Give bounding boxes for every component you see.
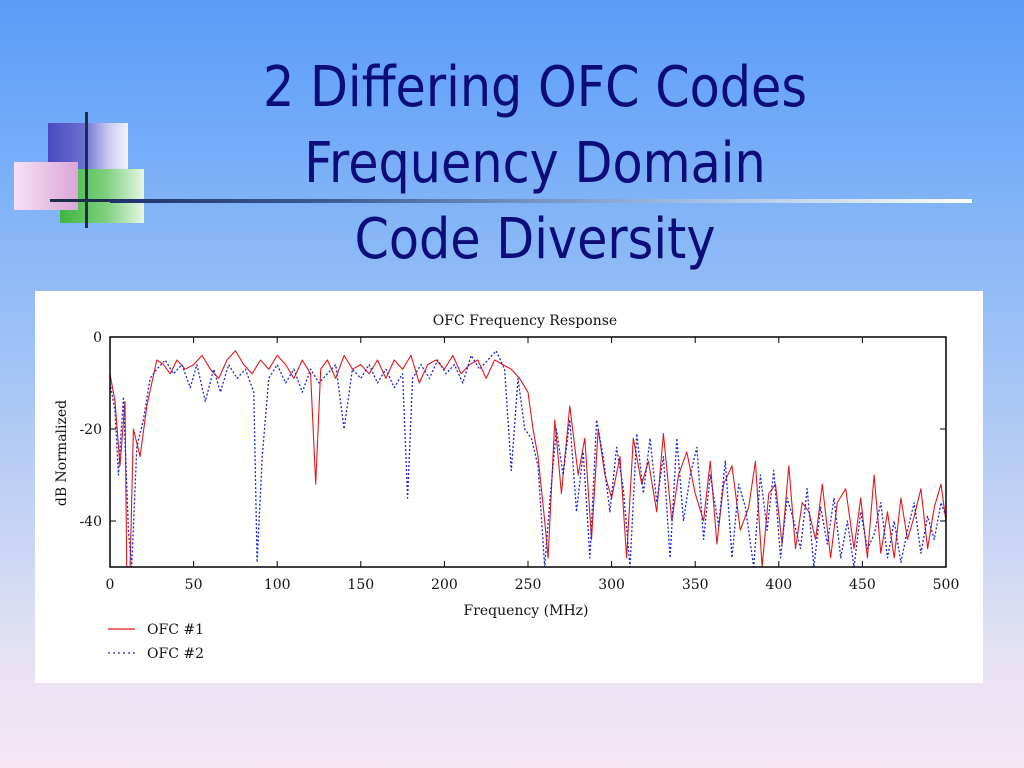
x-tick-label: 100 (264, 577, 291, 593)
x-tick-label: 350 (682, 577, 709, 593)
slide-title-line-3: Code Diversity (354, 207, 716, 272)
chart-panel: OFC Frequency Response 0 50 100 150 200 250 30… (35, 291, 983, 683)
x-tick-label: 250 (515, 577, 542, 593)
slide-title-line-2: Frequency Domain (304, 131, 766, 196)
decorative-vertical-line (85, 112, 88, 228)
x-tick-label: 300 (598, 577, 625, 593)
plot-area-frame (109, 336, 947, 568)
x-tick-label: 50 (185, 577, 203, 593)
x-tick-label: 400 (765, 577, 792, 593)
legend-label-2: OFC #2 (147, 646, 204, 662)
x-tick-label: 150 (347, 577, 374, 593)
x-tick-label: 200 (431, 577, 458, 593)
y-axis-label: dB Normalized (54, 400, 70, 506)
slide-title: 2 Differing OFC Codes Frequency Domain C… (64, 50, 1006, 278)
x-tick-label: 0 (106, 577, 115, 593)
decorative-square-pink (14, 162, 78, 210)
decorative-horizontal-line (50, 199, 112, 202)
x-tick-label: 450 (849, 577, 876, 593)
x-axis-label: Frequency (MHz) (463, 603, 588, 619)
slide-title-line-1: 2 Differing OFC Codes (262, 55, 808, 120)
chart-title: OFC Frequency Response (433, 313, 617, 329)
x-tick-label: 500 (933, 577, 960, 593)
y-tick-label: 0 (93, 330, 102, 346)
title-underline-rule (110, 199, 972, 203)
series-line-1 (109, 350, 947, 568)
legend-label-1: OFC #1 (147, 622, 204, 638)
frequency-response-chart: OFC Frequency Response 0 50 100 150 200 250 30… (54, 313, 960, 662)
y-tick-label: -20 (79, 422, 102, 438)
chart-legend: OFC #1 OFC #2 (108, 622, 204, 662)
series-line-2 (109, 350, 947, 568)
y-tick-label: -40 (79, 514, 102, 530)
